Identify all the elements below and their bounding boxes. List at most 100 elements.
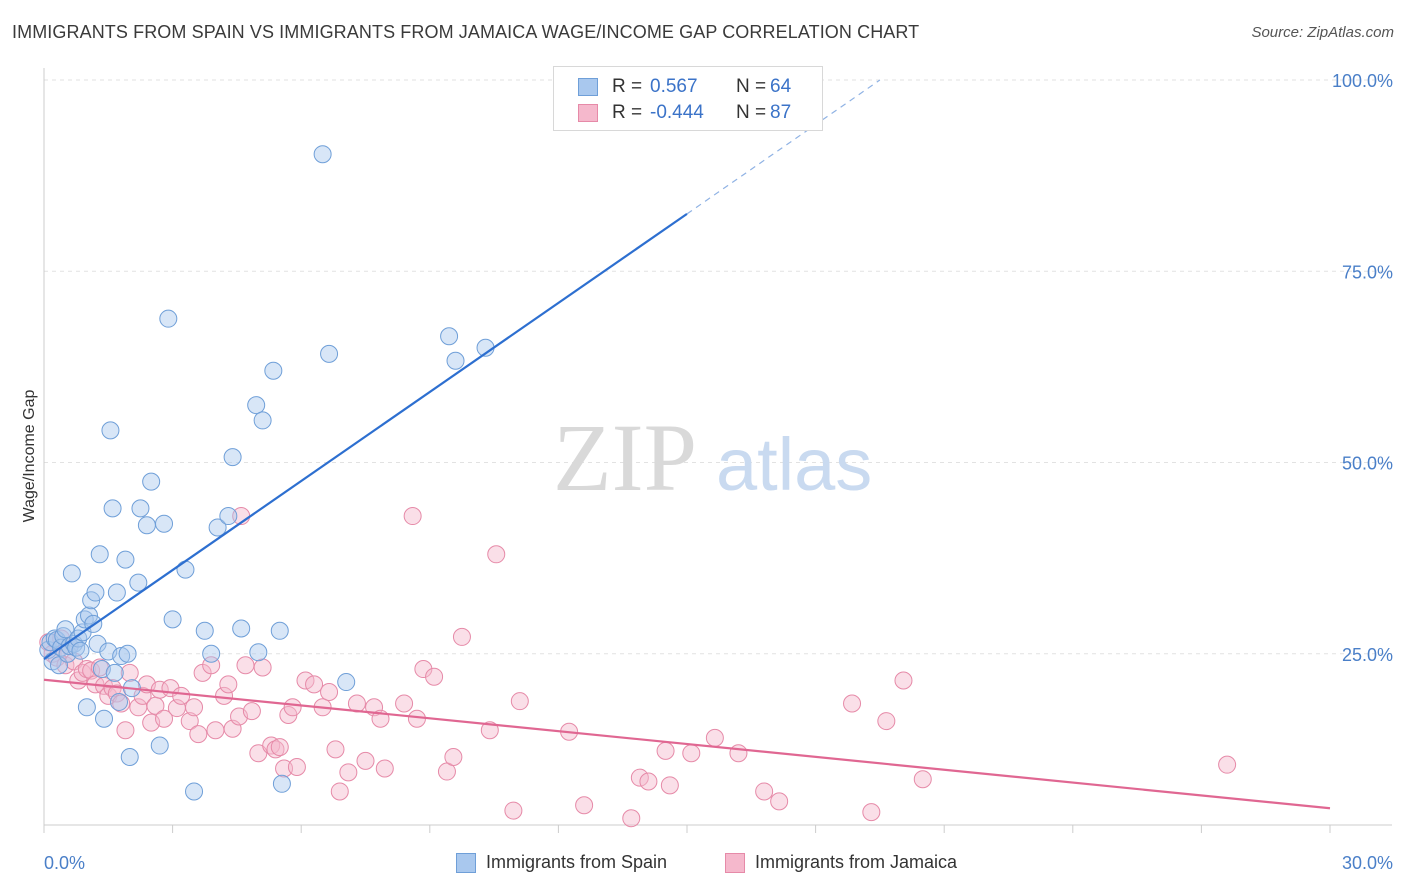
chart-title: IMMIGRANTS FROM SPAIN VS IMMIGRANTS FROM… <box>12 22 920 42</box>
jamaica-point <box>755 782 774 801</box>
spain-point <box>159 309 178 328</box>
spain-point <box>129 573 148 592</box>
jamaica-point <box>414 660 433 679</box>
spain-point <box>202 644 221 663</box>
legend-r-value: -0.444 <box>650 102 704 123</box>
jamaica-point <box>270 738 289 757</box>
spain-point <box>110 692 129 711</box>
legend-n-label: N = <box>736 76 767 97</box>
bottom-legend-label-spain: Immigrants from Spain <box>486 852 668 872</box>
jamaica-point <box>120 663 139 682</box>
spain-point <box>440 327 459 346</box>
series-jamaica-points <box>39 507 1237 828</box>
spain-point <box>264 361 283 380</box>
legend-n-value: 87 <box>770 102 792 123</box>
jamaica-point <box>480 721 499 740</box>
spain-point <box>195 621 214 640</box>
spain-point <box>86 583 105 602</box>
jamaica-point <box>287 757 306 776</box>
jamaica-point <box>189 725 208 744</box>
jamaica-point <box>510 692 529 711</box>
spain-point <box>270 621 289 640</box>
spain-point <box>131 499 150 518</box>
y-axis-label: Wage/Income Gap <box>21 390 38 523</box>
y-tick-label: 25.0% <box>1342 645 1393 665</box>
jamaica-point <box>206 721 225 740</box>
jamaica-point <box>275 759 294 778</box>
jamaica-point <box>877 712 896 731</box>
spain-point <box>163 610 182 629</box>
spain-point <box>107 583 126 602</box>
jamaica-point <box>320 683 339 701</box>
source-label: Source: ZipAtlas.com <box>1251 24 1394 41</box>
jamaica-point <box>242 702 261 721</box>
jamaica-point <box>862 803 881 822</box>
spain-point <box>320 344 339 363</box>
trend-line-jamaica <box>43 678 1331 810</box>
jamaica-point <box>913 770 932 789</box>
legend-row-spain: R = 0.567 N = 64 <box>578 75 791 99</box>
jamaica-point <box>283 698 302 717</box>
jamaica-point <box>656 741 675 760</box>
jamaica-point <box>630 768 649 787</box>
spain-point <box>223 448 242 467</box>
spain-point <box>118 644 137 663</box>
trend-line-spain <box>43 212 688 661</box>
spain-point <box>446 351 465 370</box>
jamaica-point <box>339 763 358 782</box>
legend-r-label: R = <box>612 76 643 97</box>
jamaica-point <box>682 744 701 763</box>
spain-point <box>232 619 251 638</box>
spain-point <box>90 545 109 564</box>
y-tick-label: 50.0% <box>1342 454 1393 474</box>
bottom-legend-spain: Immigrants from Spain <box>456 852 667 873</box>
legend-row-jamaica: R = -0.444 N = 87 <box>578 101 791 125</box>
jamaica-point <box>185 698 204 717</box>
spain-point <box>208 518 227 537</box>
y-tick-label: 75.0% <box>1342 262 1393 282</box>
spain-point <box>80 606 99 625</box>
spain-point <box>77 698 96 717</box>
jamaica-point <box>330 782 349 801</box>
jamaica-point <box>133 686 152 705</box>
spain-point <box>249 643 268 662</box>
axes <box>43 68 1392 833</box>
jamaica-point <box>1218 755 1237 774</box>
spain-point <box>272 774 291 793</box>
x-tick-label: 30.0% <box>1342 853 1393 873</box>
spain-point <box>247 396 266 415</box>
jamaica-point <box>894 671 913 690</box>
spain-point <box>103 499 122 518</box>
spain-point <box>253 411 272 430</box>
spain-point <box>150 736 169 755</box>
legend-r-value: 0.567 <box>650 76 698 97</box>
axis-labels: 25.0% 50.0% 75.0% 100.0% 0.0% 30.0% Wage/Incom… <box>21 71 1393 873</box>
x-tick-label: 0.0% <box>44 853 85 873</box>
bottom-legend-swatch-jamaica <box>725 852 745 873</box>
spain-point <box>120 748 139 767</box>
spain-point <box>88 634 107 653</box>
bottom-legend-label-jamaica: Immigrants from Jamaica <box>755 852 958 872</box>
jamaica-point <box>622 809 641 828</box>
spain-point <box>142 472 161 491</box>
legend-n-label: N = <box>736 102 767 123</box>
jamaica-point <box>705 728 724 747</box>
legend-swatch-spain <box>578 78 598 96</box>
watermark-zip: ZIP <box>553 404 697 511</box>
spain-point <box>116 550 135 569</box>
jamaica-point <box>660 776 679 795</box>
spain-point <box>95 709 114 728</box>
jamaica-point <box>375 759 394 778</box>
spain-point <box>137 516 156 535</box>
correlation-legend: R = 0.567 N = 64 R = -0.444 N = 87 <box>553 66 823 131</box>
watermark-atlas: atlas <box>716 423 872 506</box>
bottom-legend-swatch-spain <box>456 852 476 873</box>
jamaica-point <box>116 721 135 740</box>
y-tick-label: 100.0% <box>1332 71 1393 91</box>
jamaica-point <box>843 694 862 713</box>
legend-r-label: R = <box>612 102 643 123</box>
spain-point <box>185 782 204 801</box>
jamaica-point <box>639 772 658 791</box>
jamaica-point <box>180 712 199 731</box>
